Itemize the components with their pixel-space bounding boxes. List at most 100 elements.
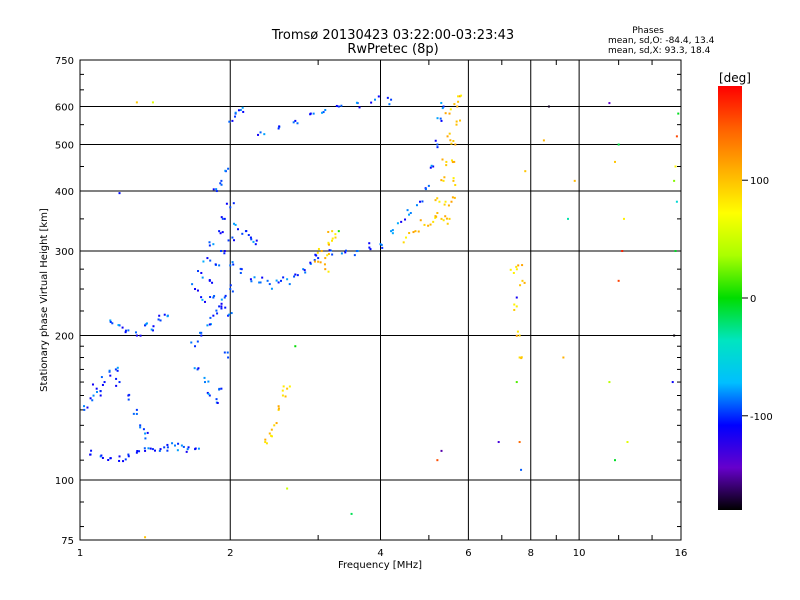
data-point	[519, 284, 522, 287]
data-point	[270, 435, 273, 438]
data-point	[187, 446, 190, 449]
data-point	[456, 105, 459, 108]
data-point	[207, 380, 210, 383]
data-point	[208, 394, 211, 397]
data-point	[270, 287, 273, 290]
data-point	[216, 401, 219, 404]
x-tick-label: 10	[573, 548, 586, 559]
data-point	[118, 459, 121, 462]
data-point	[446, 222, 449, 225]
data-point	[453, 160, 456, 163]
data-point	[109, 320, 112, 323]
data-point	[99, 390, 102, 393]
data-point	[432, 220, 435, 223]
data-point	[107, 458, 110, 461]
data-point	[196, 340, 199, 343]
data-point	[617, 279, 620, 282]
data-point	[608, 102, 611, 105]
data-point	[294, 345, 297, 348]
y-tick-label: 300	[55, 247, 74, 258]
data-point	[259, 131, 262, 134]
data-point	[309, 262, 312, 265]
data-point	[239, 271, 242, 274]
data-point	[517, 264, 520, 267]
data-point	[270, 428, 273, 431]
data-point	[242, 110, 245, 113]
data-point	[135, 412, 138, 415]
data-point	[166, 443, 169, 446]
data-point	[216, 312, 219, 315]
data-point	[223, 252, 226, 255]
x-tick-label: 1	[77, 548, 83, 559]
data-point	[317, 247, 320, 250]
data-point	[144, 324, 147, 327]
data-point	[497, 441, 500, 444]
data-point	[257, 133, 260, 136]
data-point	[158, 449, 161, 452]
data-point	[201, 298, 204, 301]
data-point	[220, 216, 223, 219]
y-tick-label: 100	[55, 476, 74, 487]
data-point	[225, 202, 228, 205]
data-point	[326, 254, 329, 257]
data-point	[427, 224, 430, 227]
data-point	[453, 103, 456, 106]
data-point	[219, 249, 222, 252]
data-point	[515, 268, 518, 271]
data-point	[368, 242, 371, 245]
data-point	[151, 448, 154, 451]
data-point	[263, 133, 266, 136]
data-point	[250, 238, 253, 241]
data-point	[286, 487, 289, 490]
data-point	[197, 447, 200, 450]
data-point	[245, 230, 248, 233]
data-point	[327, 241, 330, 244]
data-point	[355, 250, 358, 253]
data-point	[101, 456, 104, 459]
data-point	[207, 392, 210, 395]
data-point	[154, 449, 157, 452]
data-point	[194, 288, 197, 291]
data-point	[99, 394, 102, 397]
data-point	[135, 101, 138, 104]
data-point	[406, 209, 409, 212]
data-point	[281, 394, 284, 397]
data-point	[266, 279, 269, 282]
data-point	[83, 405, 86, 408]
data-point	[212, 296, 215, 299]
data-point	[358, 106, 361, 109]
data-point	[229, 206, 232, 209]
data-point	[233, 239, 236, 242]
data-point	[324, 268, 327, 271]
data-point	[386, 96, 389, 99]
data-point	[229, 284, 232, 287]
data-point	[436, 143, 439, 146]
data-point	[277, 405, 280, 408]
data-point	[518, 334, 521, 337]
data-point	[209, 296, 212, 299]
data-point	[185, 450, 188, 453]
x-axis-label: Frequency [MHz]	[338, 560, 422, 571]
data-point	[434, 139, 437, 142]
data-point	[215, 398, 218, 401]
data-point	[278, 125, 281, 128]
data-point	[396, 222, 399, 225]
data-point	[100, 454, 103, 457]
data-point	[451, 196, 454, 199]
data-point	[191, 283, 194, 286]
axis-ticks: 1 2 4 6 8 10 16 75 100 200 300 400 500 600 750	[55, 56, 687, 559]
data-point	[427, 184, 430, 187]
data-point	[253, 276, 256, 279]
data-point	[442, 105, 445, 108]
data-point	[524, 170, 527, 173]
data-point	[542, 139, 545, 142]
data-point	[327, 270, 330, 273]
data-point	[214, 263, 217, 266]
colorbar-tick-label: -100	[750, 412, 773, 423]
data-point	[157, 318, 160, 321]
data-point	[218, 388, 221, 391]
data-point	[329, 249, 332, 252]
data-point	[208, 241, 211, 244]
data-point	[166, 315, 169, 318]
data-point	[408, 213, 411, 216]
